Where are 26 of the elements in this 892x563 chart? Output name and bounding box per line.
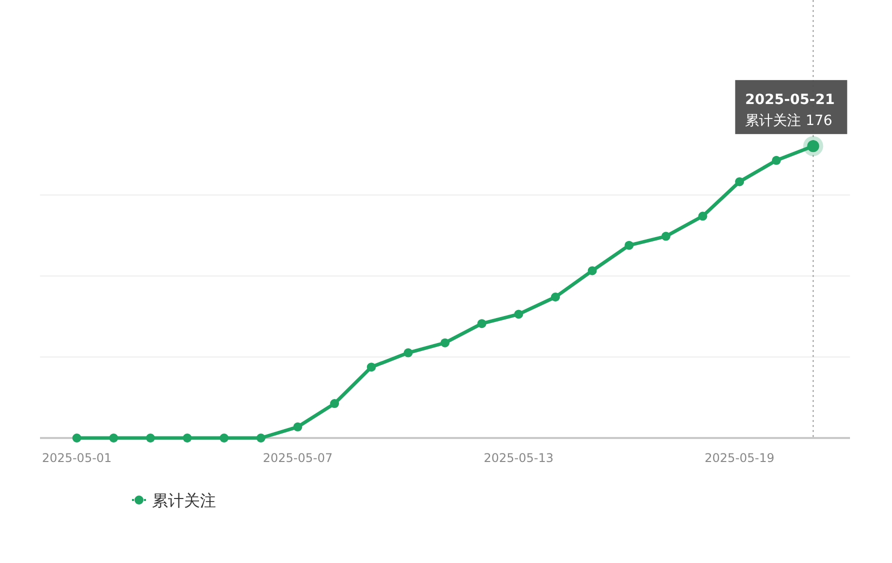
point [220,434,229,442]
point [514,310,524,319]
point [588,266,597,276]
point [772,156,781,165]
point [735,177,744,186]
point [624,240,634,250]
x-tick-label: 2025-05-19 [704,451,774,465]
point [477,319,486,328]
x-tick-label: 2025-05-01 [42,451,112,465]
point [330,399,340,408]
x-tick-label: 2025-05-13 [484,451,554,465]
point [72,434,82,442]
point [440,338,450,348]
annotation: 2025-05-21 累计关注 176 [745,92,835,130]
point [256,434,266,442]
point [146,434,155,442]
point [550,292,560,302]
point [293,422,302,432]
point [661,232,670,241]
x-tick-label: 2025-05-07 [262,451,333,465]
legend-label: 累计关注 [152,491,216,510]
point [404,348,413,358]
point [366,362,376,372]
point [109,434,118,442]
point [698,212,708,221]
point [182,434,192,442]
